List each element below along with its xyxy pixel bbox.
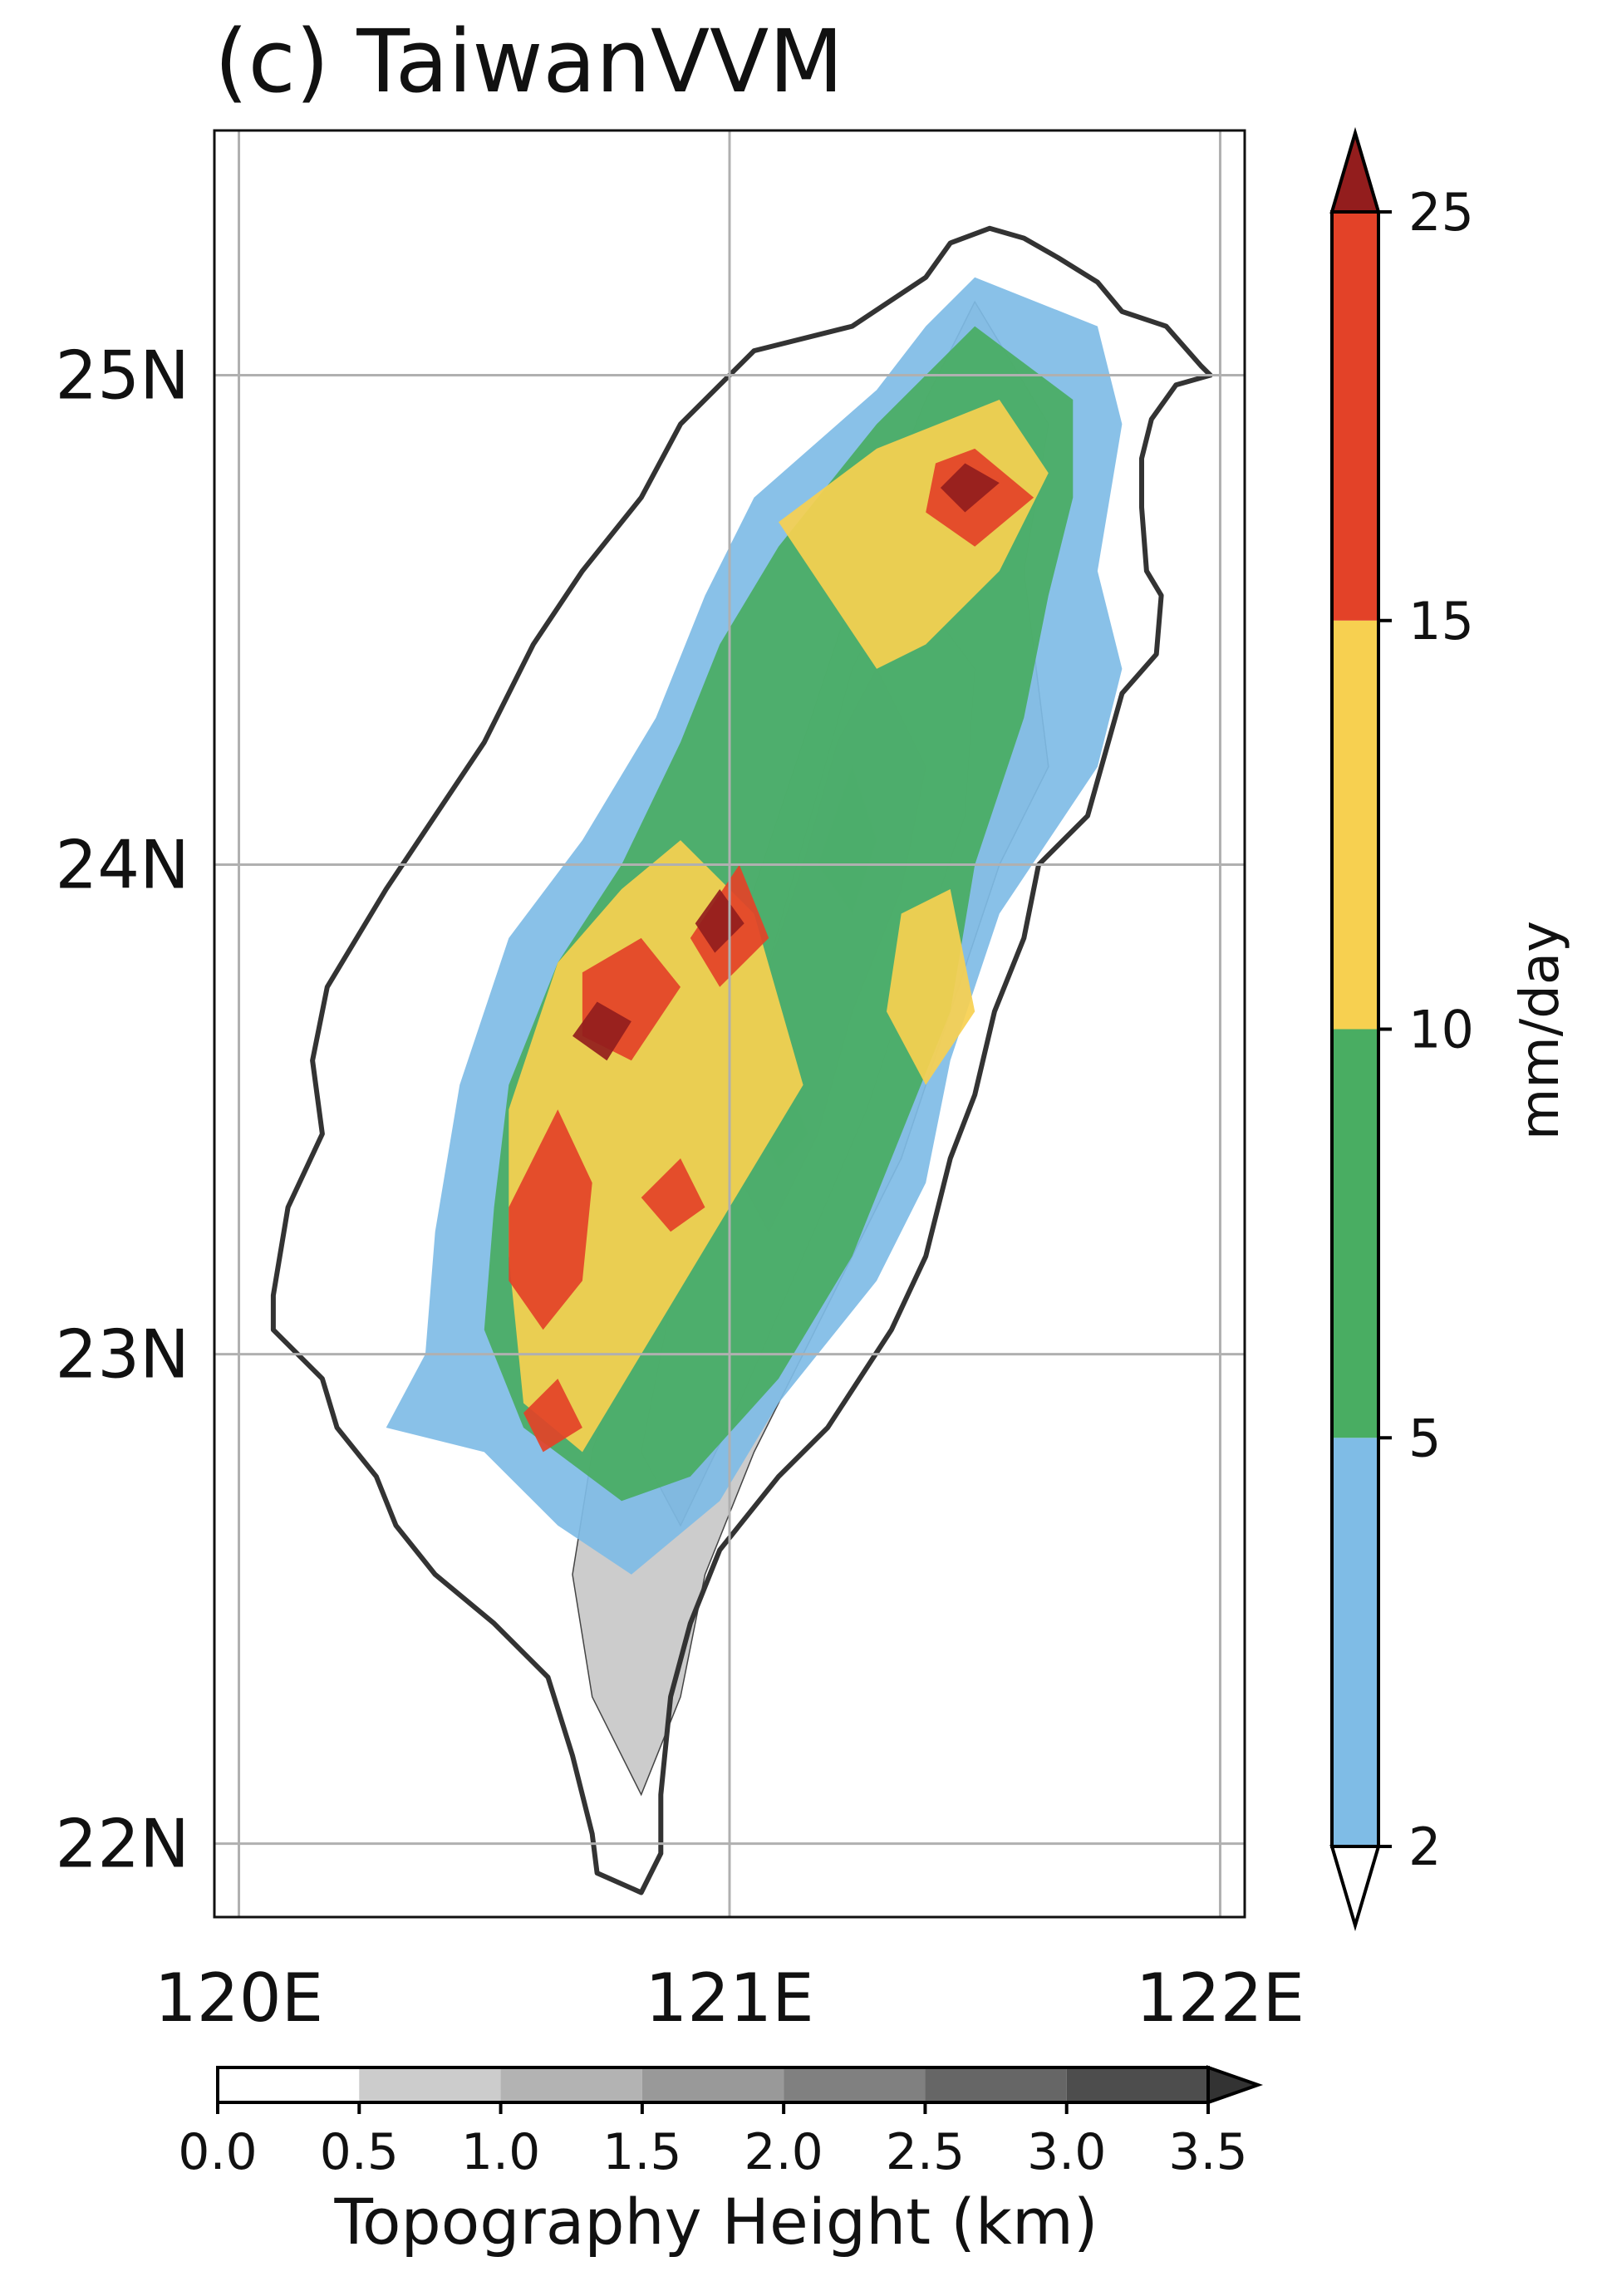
topo-colorbar-tick-label-7: 3.5 xyxy=(1168,2123,1247,2181)
precip-colorbar-tick-label-4: 25 xyxy=(1408,182,1474,243)
topo-colorbar-segment-0 xyxy=(218,2067,360,2102)
precip-region-9 xyxy=(641,1158,705,1232)
topo-colorbar-tick-label-1: 0.5 xyxy=(320,2123,399,2181)
topo-colorbar-tick-label-0: 0.0 xyxy=(178,2123,257,2181)
precip-colorbar-segment-0 xyxy=(1332,1438,1378,1846)
precip-region-12 xyxy=(695,889,744,953)
y-tick-label-0: 22N xyxy=(55,1806,189,1883)
topo-colorbar-frame xyxy=(216,2066,1210,2104)
precip-region-11 xyxy=(572,1001,631,1061)
chart-title: (c) TaiwanVVM xyxy=(214,11,843,112)
topo-colorbar-tick-label-5: 2.5 xyxy=(886,2123,965,2181)
topo-colorbar-segment-3 xyxy=(641,2067,784,2102)
topo-colorbar-segment-4 xyxy=(784,2067,926,2102)
precip-colorbar-segment-3 xyxy=(1332,212,1378,621)
topo-colorbar: 0.0 0.5 1.0 1.5 2.0 2.5 3.0 3.5 xyxy=(178,2065,1264,2181)
y-tick-label-3: 25N xyxy=(55,337,189,415)
topo-colorbar-tick-label-3: 1.5 xyxy=(602,2123,681,2181)
topo-colorbar-segment-5 xyxy=(925,2067,1067,2102)
precip-colorbar-tick-label-0: 2 xyxy=(1408,1817,1441,1877)
y-axis-ticks: 22N 23N 24N 25N xyxy=(55,337,189,1883)
x-tick-label-0: 120E xyxy=(155,1959,323,2037)
precip-colorbar-segment-1 xyxy=(1332,1029,1378,1438)
topo-colorbar-tick-label-4: 2.0 xyxy=(744,2123,823,2181)
precip-colorbar-segment-2 xyxy=(1332,620,1378,1030)
topo-colorbar-segment-1 xyxy=(359,2067,501,2102)
topo-colorbar-segment-6 xyxy=(1066,2067,1208,2102)
x-axis-ticks: 120E 121E 122E xyxy=(155,1959,1305,2037)
precip-colorbar-over-arrow xyxy=(1329,126,1381,214)
y-tick-label-1: 23N xyxy=(55,1316,189,1394)
precip-colorbar-label: mm/day xyxy=(1510,921,1571,1140)
topo-colorbar-tick-label-6: 3.0 xyxy=(1027,2123,1106,2181)
topo-colorbar-over-arrow xyxy=(1206,2065,1264,2105)
topo-colorbar-label: Topography Height (km) xyxy=(333,2185,1098,2259)
precip-region-10 xyxy=(523,1379,582,1453)
precip-colorbar-tick-label-3: 15 xyxy=(1408,591,1474,651)
precip-colorbar-tick-label-2: 10 xyxy=(1408,1000,1474,1060)
precip-colorbar-under-arrow xyxy=(1329,1845,1381,1932)
map-frame xyxy=(213,129,1246,1919)
coastline xyxy=(270,225,1213,1895)
grid-lines xyxy=(214,130,1245,1917)
x-tick-label-2: 122E xyxy=(1136,1959,1305,2037)
topo-colorbar-segment-2 xyxy=(500,2067,642,2102)
precip-region-13 xyxy=(940,463,1000,513)
precip-region-4 xyxy=(887,889,975,1085)
precip-colorbar-tick-label-1: 5 xyxy=(1408,1408,1441,1468)
y-tick-label-2: 24N xyxy=(55,827,189,904)
precip-region-8 xyxy=(509,1109,592,1330)
topo-colorbar-tick-label-2: 1.0 xyxy=(461,2123,540,2181)
x-tick-label-1: 121E xyxy=(645,1959,813,2037)
